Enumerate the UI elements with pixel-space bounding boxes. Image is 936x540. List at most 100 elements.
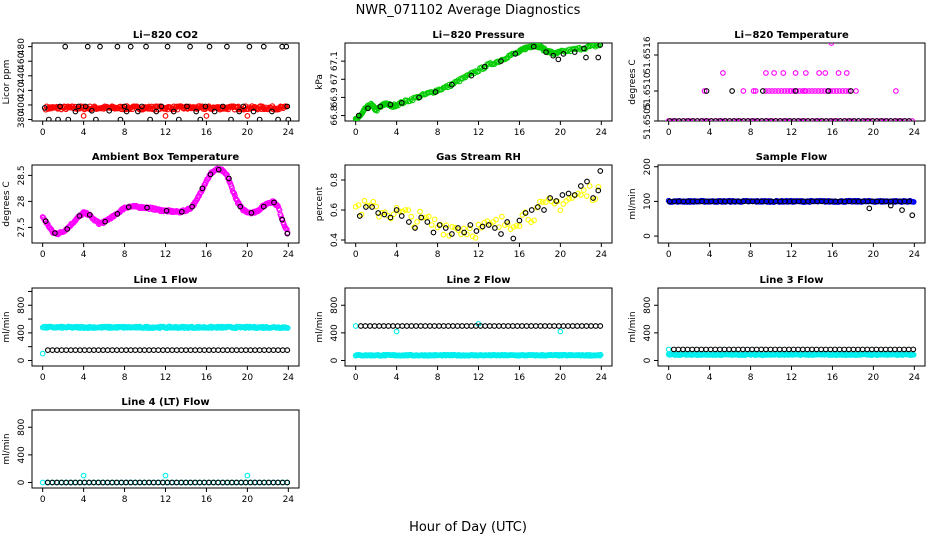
data-point	[381, 211, 388, 218]
y-tick-label: 28.5	[17, 165, 27, 185]
data-point	[560, 323, 567, 329]
y-axis-label: ml/min	[628, 311, 638, 342]
data-point	[560, 201, 567, 207]
data-point	[436, 222, 443, 228]
data-point	[901, 346, 907, 353]
data-point	[367, 323, 373, 329]
x-tick-label: 8	[122, 373, 128, 383]
data-point	[202, 103, 209, 110]
data-point	[206, 43, 213, 50]
y-tick-label: 400	[643, 324, 653, 341]
data-point	[482, 323, 489, 329]
data-point	[228, 116, 234, 121]
x-tick-label: 8	[435, 250, 441, 260]
x-tick-label: 0	[666, 373, 672, 383]
data-point	[123, 347, 129, 353]
data-point	[387, 101, 394, 108]
data-point	[822, 70, 829, 76]
data-point	[675, 346, 682, 353]
data-point	[143, 43, 149, 50]
y-axis-label: ml/min	[2, 433, 12, 464]
panel-title: Li−820 CO2	[133, 30, 198, 41]
panel-title: Line 1 Flow	[134, 275, 198, 286]
data-point	[787, 88, 794, 94]
data-point	[590, 195, 596, 201]
data-point	[832, 346, 838, 353]
panel-6: Sample Flow ml/min 0 4 8 12 16 20 24 0 100 200	[628, 152, 926, 260]
data-point	[57, 103, 63, 110]
data-point	[574, 323, 581, 329]
data-point	[505, 323, 512, 329]
data-point	[703, 346, 709, 353]
data-point	[855, 346, 861, 353]
data-point	[535, 204, 541, 210]
data-point	[693, 346, 700, 353]
data-layer	[39, 472, 291, 486]
data-point	[729, 88, 735, 94]
data-point	[240, 103, 247, 110]
x-tick-label: 16	[827, 373, 839, 383]
data-point	[466, 225, 473, 232]
data-point	[139, 103, 145, 110]
x-tick-label: 4	[707, 250, 713, 260]
y-axis-label: ml/min	[628, 188, 638, 219]
x-tick-label: 0	[40, 128, 46, 138]
data-point	[93, 116, 99, 121]
data-point	[571, 49, 578, 55]
data-point	[827, 88, 834, 94]
data-point	[588, 323, 594, 329]
data-point	[428, 222, 435, 228]
data-point	[431, 323, 438, 329]
data-point	[792, 70, 799, 76]
data-point	[41, 105, 48, 111]
data-layer	[39, 323, 291, 357]
data-point	[804, 346, 811, 353]
data-point	[147, 116, 153, 121]
data-point	[63, 347, 70, 353]
data-point	[555, 56, 562, 63]
data-point	[698, 346, 705, 353]
data-point	[118, 347, 125, 353]
data-point	[256, 347, 263, 353]
y-tick-label: 800	[330, 296, 340, 313]
y-tick-label: 27.5	[17, 217, 27, 237]
data-point	[104, 347, 111, 353]
x-tick-label: 24	[909, 128, 921, 138]
x-tick-label: 4	[81, 373, 87, 383]
data-point	[719, 118, 726, 121]
data-point	[127, 347, 134, 353]
x-tick-label: 16	[827, 250, 839, 260]
data-point	[211, 108, 218, 115]
y-tick-label: 28	[17, 195, 27, 207]
data-point	[75, 103, 82, 110]
data-point	[539, 199, 546, 205]
data-point	[424, 219, 431, 225]
data-point	[845, 88, 852, 94]
x-tick-label: 16	[201, 495, 213, 505]
data-point	[279, 216, 286, 223]
data-point	[454, 323, 461, 329]
x-tick-label: 24	[596, 373, 608, 383]
x-tick-label: 24	[283, 495, 295, 505]
x-tick-label: 0	[40, 495, 46, 505]
data-point	[77, 347, 83, 353]
data-point	[44, 347, 51, 353]
x-tick-label: 16	[201, 250, 213, 260]
data-point	[763, 346, 769, 353]
data-point	[771, 70, 777, 76]
data-point	[795, 346, 802, 353]
data-point	[504, 219, 511, 225]
data-point	[859, 346, 866, 353]
data-point	[763, 70, 769, 76]
data-point	[449, 231, 455, 237]
y-tick-label: 66.8	[330, 105, 340, 125]
data-point	[493, 216, 499, 223]
data-point	[580, 187, 587, 193]
data-point	[393, 204, 400, 211]
data-point	[449, 81, 455, 88]
x-tick-label: 12	[160, 495, 171, 505]
data-point	[356, 213, 363, 219]
data-point	[581, 45, 587, 52]
x-tick-label: 4	[394, 373, 400, 383]
data-point	[125, 204, 132, 210]
